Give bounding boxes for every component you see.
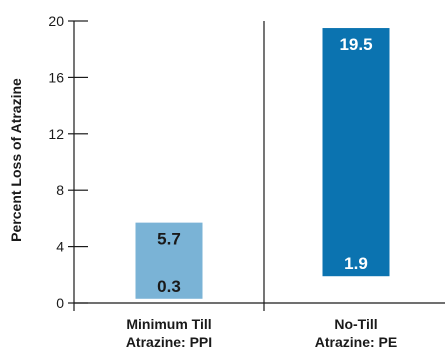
category-label-line2: Atrazine: PPI	[126, 334, 212, 350]
bar-low-label: 0.3	[157, 277, 181, 296]
y-axis-ticks: 0 4 8 12 16 20	[48, 13, 88, 311]
y-tick-label: 8	[56, 182, 64, 198]
y-tick-label: 12	[48, 126, 64, 142]
x-axis-categories: Minimum Till Atrazine: PPI No-Till Atrazine…	[126, 316, 397, 350]
bar-low-label: 1.9	[344, 254, 368, 273]
y-axis-title: Percent Loss of Atrazine	[8, 78, 24, 242]
category-label-line1: No-Till	[334, 316, 377, 332]
bar	[322, 28, 390, 277]
chart-axes	[73, 21, 445, 311]
chart-bars: 5.7 0.3 19.5 1.9	[135, 28, 390, 299]
y-tick-label: 20	[48, 13, 64, 29]
y-tick-label: 4	[56, 239, 64, 255]
bar-high-label: 19.5	[339, 35, 372, 54]
category-label-line2: Atrazine: PE	[315, 334, 397, 350]
category-label-line1: Minimum Till	[126, 316, 211, 332]
y-tick-label: 0	[56, 295, 64, 311]
bar-high-label: 5.7	[157, 230, 181, 249]
bar	[135, 222, 203, 299]
y-tick-label: 16	[48, 69, 64, 85]
